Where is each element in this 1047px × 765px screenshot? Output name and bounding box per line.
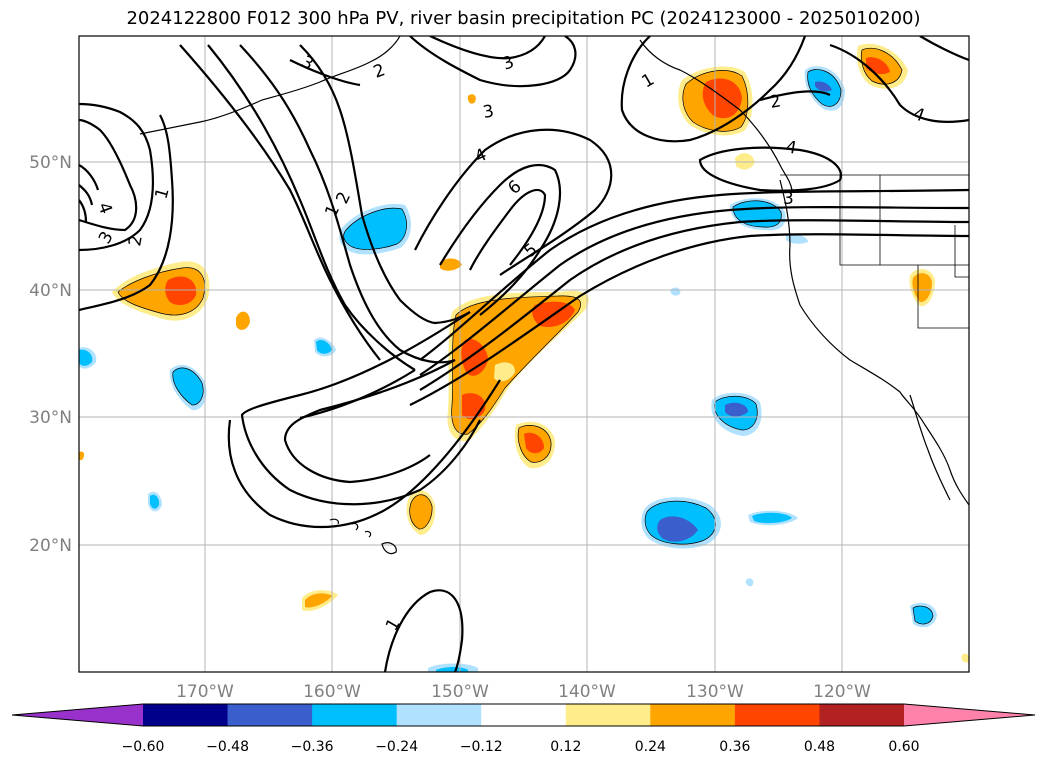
lon-label: 160°W [303, 682, 361, 702]
colorbar-tick-label: 0.12 [550, 739, 581, 755]
colorbar-segment [819, 704, 905, 726]
graticule [79, 36, 969, 672]
longitude-labels: 170°W 160°W 150°W 140°W 130°W 120°W [176, 682, 871, 702]
colorbar-segment [396, 704, 482, 726]
colorbar-segment [312, 704, 398, 726]
colorbar-segment [481, 704, 567, 726]
pv-label: 4 [784, 137, 798, 159]
colorbar-tick-label: 0.60 [888, 739, 919, 755]
lon-label: 130°W [686, 682, 744, 702]
colorbar-tick-label: −0.60 [122, 739, 165, 755]
lon-label: 140°W [558, 682, 616, 702]
colorbar-tick-label: −0.36 [291, 739, 334, 755]
pv-label: 3 [481, 101, 495, 123]
pv-label: 3 [783, 189, 794, 209]
colorbar-segment [565, 704, 651, 726]
colorbar-tick-label: 0.48 [804, 739, 835, 755]
coastlines [139, 36, 969, 555]
colorbar-tick-label: 0.24 [635, 739, 666, 755]
colorbar-segment [650, 704, 736, 726]
lat-label: 50°N [29, 153, 72, 173]
pv-contour-jet [419, 188, 969, 361]
pv-label: 1 [152, 186, 174, 202]
colorbar-tick-label: −0.48 [206, 739, 249, 755]
lat-label: 20°N [29, 536, 72, 556]
colorbar-segment [734, 704, 820, 726]
chart-title: 2024122800 F012 300 hPa PV, river basin … [126, 8, 921, 29]
lat-label: 30°N [29, 408, 72, 428]
lat-label: 40°N [29, 281, 72, 301]
latitude-labels: 50°N 40°N 30°N 20°N [29, 153, 72, 556]
colorbar-tick-label: 0.36 [719, 739, 750, 755]
pv-label: 2 [768, 91, 782, 113]
colorbar-extension-min [12, 704, 143, 726]
colorbar-segment [227, 704, 313, 726]
map-frame [78, 35, 970, 673]
north-america-coast [779, 179, 969, 506]
lon-label: 150°W [431, 682, 489, 702]
pv-label: 2 [125, 234, 147, 248]
colorbar-outline [11, 703, 1036, 727]
colorbar-segment [143, 704, 229, 726]
colorbar-extension-max [904, 704, 1035, 726]
colorbar-tick-label: −0.12 [460, 739, 503, 755]
colorbar: −0.60 −0.48 −0.36 −0.24 −0.12 0.12 0.24 0.36 0.4… [11, 703, 1036, 755]
pv-contours [79, 36, 969, 672]
pv-contour-inner-loop [299, 44, 471, 325]
colorbar-tick-label: −0.24 [375, 739, 418, 755]
borders [780, 174, 969, 329]
lon-label: 170°W [176, 682, 234, 702]
lon-label: 120°W [813, 682, 871, 702]
